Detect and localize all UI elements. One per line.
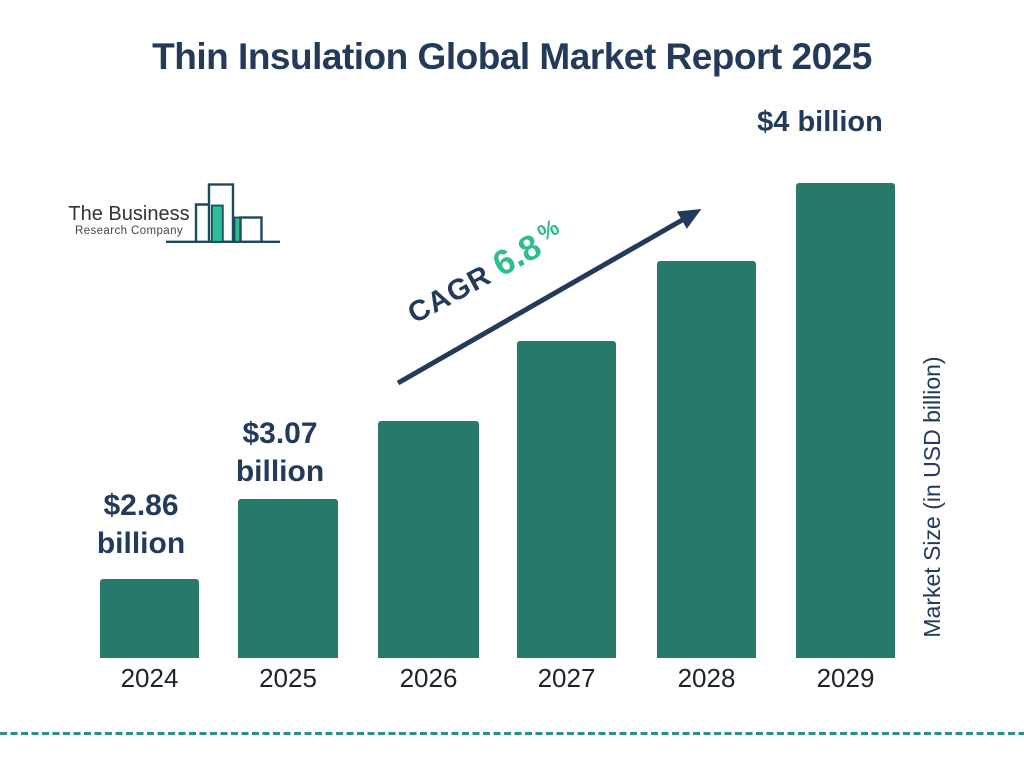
brand-subname: Research Company: [74, 225, 184, 237]
bar-2024: [100, 579, 199, 658]
value-label-2024-line2: billion: [96, 527, 186, 560]
value-label-2029: $4 billion: [757, 106, 883, 138]
bar-2025: [238, 499, 338, 658]
bar-2027: [517, 341, 616, 658]
x-axis-label-2028: 2028: [677, 663, 736, 693]
brand-name: The Business: [68, 203, 190, 225]
brand-logo-text: The Business Research Company: [63, 203, 195, 237]
value-label-2024: $2.86 billion: [61, 487, 221, 563]
dashed-divider-line: [0, 732, 1024, 735]
bar-2029: [796, 183, 895, 658]
value-label-2025-line1: $3.07: [242, 417, 318, 450]
x-axis-label-2024: 2024: [120, 663, 179, 693]
x-axis-label-2029: 2029: [816, 663, 875, 693]
value-label-2025-line2: billion: [235, 455, 325, 488]
x-axis-label-2025: 2025: [259, 663, 317, 693]
bar-2028: [657, 261, 756, 658]
x-axis-label-2026: 2026: [399, 663, 458, 693]
bar-2026: [378, 421, 479, 658]
y-axis-label: Market Size (in USD billion): [919, 356, 945, 638]
value-label-2024-line1: $2.86: [103, 489, 179, 522]
growth-arrow-icon: [396, 209, 702, 386]
value-label-2025: $3.07 billion: [200, 415, 360, 491]
chart-title: Thin Insulation Global Market Report 202…: [152, 36, 872, 77]
x-axis-label-2027: 2027: [537, 663, 596, 693]
logo-bar-chart-icon: [166, 183, 280, 243]
